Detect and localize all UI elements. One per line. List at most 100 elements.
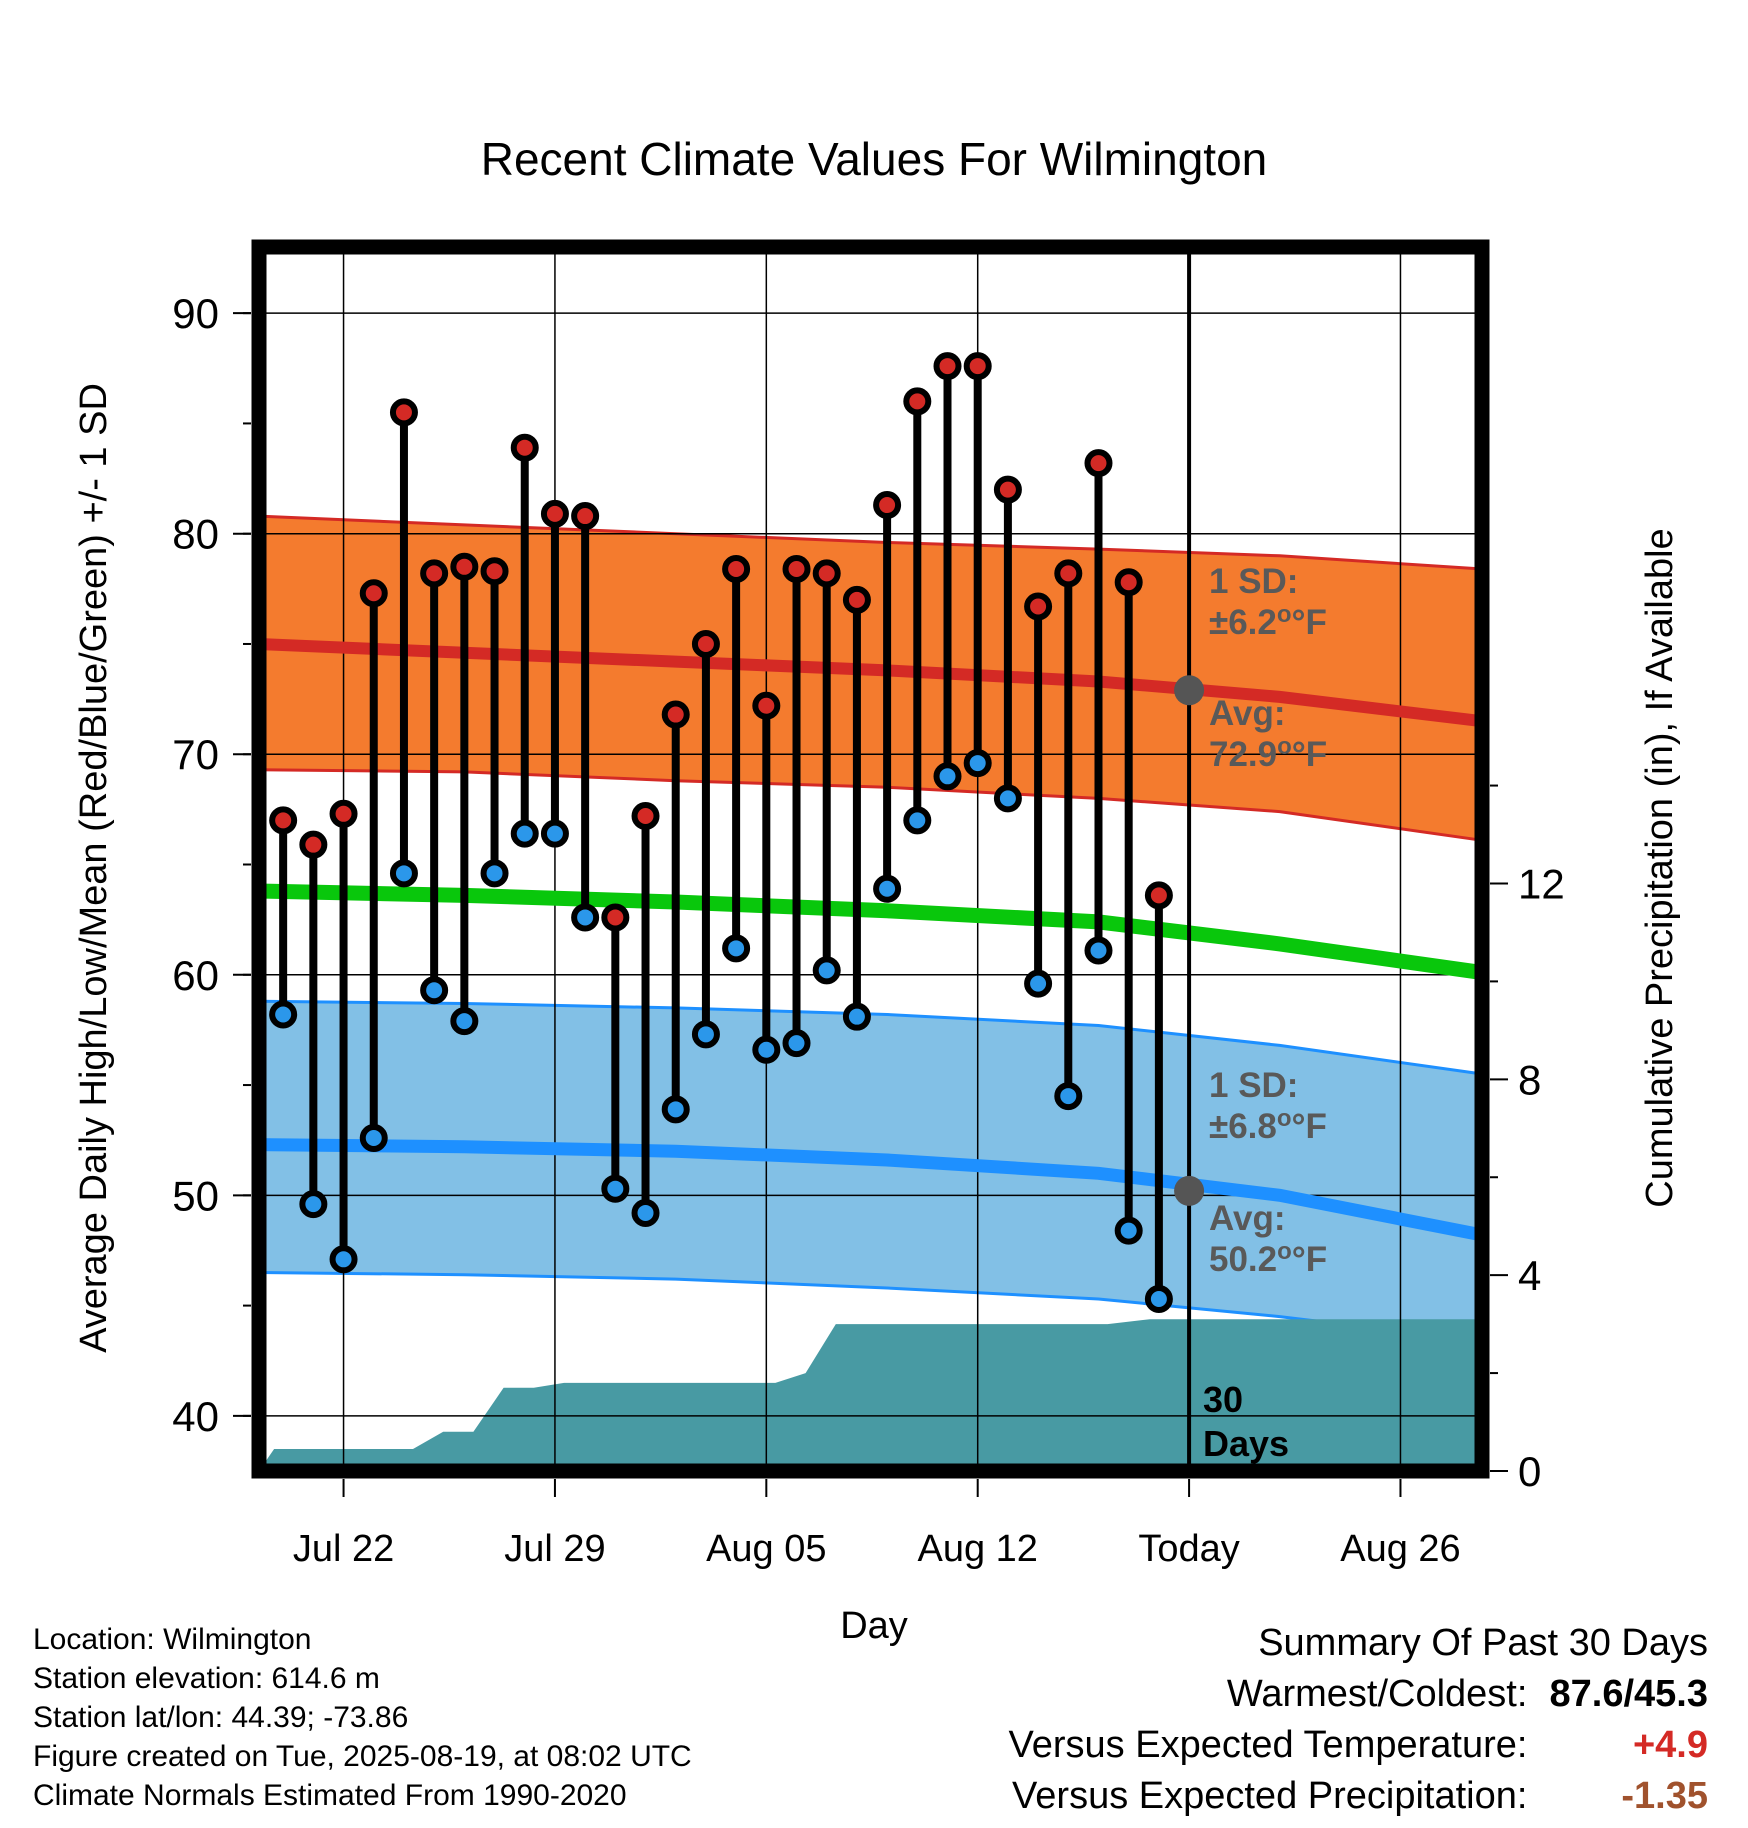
mean-normal-line — [258, 883, 1484, 981]
daily-high-point — [1084, 449, 1113, 478]
y2-axis-label: Cumulative Precipitation (in), If Availa… — [1639, 528, 1681, 1207]
daily-high-point — [420, 559, 449, 588]
daily-high-point — [299, 830, 328, 859]
daily-high-point — [359, 579, 388, 608]
daily-high-point — [842, 585, 871, 614]
warm-cold-value: 87.6/45.3 — [1549, 1673, 1708, 1715]
plot-frame — [251, 239, 1490, 1479]
low-avg-annotation: Avg: — [1209, 1199, 1285, 1238]
low-sd-value: ±6.8o°F — [1209, 1105, 1327, 1146]
high-avg-value: 72.9o°F — [1209, 733, 1327, 774]
daily-low-point — [480, 859, 509, 888]
daily-low-point — [933, 762, 962, 791]
low-sd-number: ±6.8 — [1209, 1107, 1277, 1146]
daily-low-point — [571, 903, 600, 932]
low-sd-annotation: 1 SD: — [1209, 1066, 1298, 1105]
temp-departure-label: Versus Expected Temperature: — [1008, 1724, 1528, 1766]
daily-low-point — [540, 819, 569, 848]
temp-departure-row: Versus Expected Temperature: +4.9 — [1009, 1720, 1708, 1771]
y-tick-label: 70 — [172, 731, 219, 778]
low-sd-label: 1 SD: — [1209, 1066, 1298, 1105]
precip-departure-label: Versus Expected Precipitation: — [1012, 1775, 1528, 1817]
high-sd-value: ±6.2o°F — [1209, 601, 1327, 642]
location-text: Location: Wilmington — [33, 1623, 312, 1656]
x-tick-label: Aug 26 — [1340, 1528, 1460, 1570]
daily-high-point — [1144, 881, 1173, 910]
daily-low-point — [631, 1198, 660, 1227]
low-sd-band — [259, 1001, 1482, 1341]
latlon-text: Station lat/lon: 44.39; -73.86 — [33, 1701, 409, 1734]
daily-high-point — [993, 475, 1022, 504]
daily-high-point — [389, 398, 418, 427]
y2-tick-label: 4 — [1518, 1252, 1541, 1299]
high-avg-unit-sup: o — [1277, 733, 1292, 760]
normals-text: Climate Normals Estimated From 1990-2020 — [33, 1779, 627, 1812]
y2-tick-label: 0 — [1518, 1448, 1541, 1495]
daily-low-point — [722, 934, 751, 963]
y2-tick-label: 8 — [1518, 1056, 1541, 1103]
daily-low-point — [812, 956, 841, 985]
created-text: Figure created on Tue, 2025-08-19, at 08… — [33, 1740, 692, 1773]
daily-low-point — [1114, 1216, 1143, 1245]
daily-high-point — [782, 554, 811, 583]
daily-high-point — [269, 806, 298, 835]
high-sd-number: ±6.2 — [1209, 603, 1277, 642]
warm-cold-row: Warmest/Coldest: 87.6/45.3 — [1009, 1669, 1708, 1720]
low-sd-lower-line — [258, 1271, 1483, 1343]
high-sd-annotation: 1 SD: — [1209, 562, 1298, 601]
x-tick-label: Aug 12 — [917, 1528, 1037, 1570]
low-avg-label: Avg: — [1209, 1199, 1285, 1238]
daily-low-point — [299, 1190, 328, 1219]
daily-low-point — [359, 1123, 388, 1152]
high-avg-label: Avg: — [1209, 694, 1285, 733]
y-tick-label: 90 — [172, 290, 219, 337]
daily-high-point — [1054, 559, 1083, 588]
daily-high-point — [812, 559, 841, 588]
days-count-annotation: 30 — [1203, 1379, 1243, 1420]
precip-departure-value: -1.35 — [1621, 1775, 1708, 1817]
high-sd-band — [259, 516, 1482, 841]
daily-high-point — [631, 801, 660, 830]
x-tick-label: Jul 29 — [504, 1528, 605, 1570]
daily-high-point — [1024, 592, 1053, 621]
x-tick-label: Today — [1138, 1528, 1239, 1570]
station-info: Location: Wilmington Station elevation: … — [33, 1620, 692, 1815]
daily-low-point — [1084, 936, 1113, 965]
daily-low-point — [420, 976, 449, 1005]
daily-low-point — [691, 1020, 720, 1049]
daily-low-point — [269, 1000, 298, 1029]
daily-high-point — [1114, 568, 1143, 597]
x-axis-label: Day — [840, 1605, 908, 1647]
y-tick-label: 50 — [172, 1172, 219, 1219]
daily-low-point — [963, 749, 992, 778]
low-avg-unit: °F — [1292, 1240, 1327, 1279]
plot-area: 40 50 60 70 80 90 0 4 8 12 Jul 22 Jul 29 Aug 05 Aug 1… — [172, 239, 1565, 1570]
daily-low-point — [389, 859, 418, 888]
x-tick-label: Jul 22 — [293, 1528, 394, 1570]
daily-high-point — [571, 502, 600, 531]
daily-low-point — [510, 819, 539, 848]
high-avg-unit: °F — [1292, 735, 1327, 774]
daily-low-point — [329, 1245, 358, 1274]
low-sd-unit-sup: o — [1277, 1105, 1292, 1132]
daily-high-point — [329, 799, 358, 828]
daily-low-point — [661, 1095, 690, 1124]
precipitation-area — [259, 1319, 1482, 1471]
y-tick-label: 80 — [172, 511, 219, 558]
days-label-annotation: Days — [1203, 1423, 1289, 1464]
low-avg-number: 50.2 — [1209, 1240, 1277, 1279]
low-avg-unit-sup: o — [1277, 1238, 1292, 1265]
y-tick-label: 40 — [172, 1393, 219, 1440]
high-avg-number: 72.9 — [1209, 735, 1277, 774]
temp-departure-value: +4.9 — [1632, 1724, 1708, 1766]
today-low-normal-marker — [1174, 1175, 1205, 1206]
daily-low-point — [1144, 1284, 1173, 1313]
daily-high-point — [873, 491, 902, 520]
daily-high-point — [540, 499, 569, 528]
daily-low-point — [752, 1035, 781, 1064]
daily-high-point — [752, 691, 781, 720]
summary-panel: Summary Of Past 30 Days Warmest/Coldest:… — [1009, 1618, 1708, 1822]
precip-departure-row: Versus Expected Precipitation: -1.35 — [1009, 1771, 1708, 1822]
summary-heading: Summary Of Past 30 Days — [1258, 1622, 1708, 1664]
